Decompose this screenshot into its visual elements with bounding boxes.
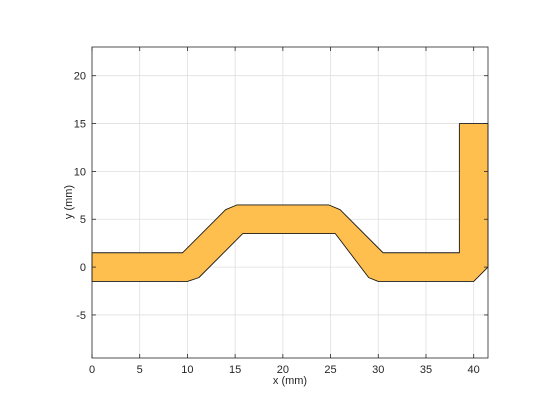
x-tick-label: 25 (324, 364, 336, 376)
y-tick-label: 15 (74, 119, 86, 131)
axes-box (91, 46, 489, 359)
x-tick-label: 20 (277, 364, 289, 376)
x-axis-label: x (mm) (273, 375, 307, 387)
x-tick-label: 10 (181, 364, 193, 376)
x-tick-label: 0 (89, 364, 95, 376)
y-tick-label: 0 (80, 262, 86, 274)
x-tick-label: 5 (137, 364, 143, 376)
y-tick-label: -5 (76, 310, 86, 322)
plot-area (92, 47, 488, 358)
y-tick-label: 10 (74, 166, 86, 178)
y-tick-label: 5 (80, 214, 86, 226)
axis-ticks: 0 5 10 15 20 25 30 35 40 -5 0 5 10 15 20 (74, 47, 488, 376)
x-tick-label: 40 (468, 364, 480, 376)
x-tick-label: 15 (229, 364, 241, 376)
x-tick-label: 30 (372, 364, 384, 376)
y-axis-label: y (mm) (63, 185, 75, 219)
x-tick-label: 35 (420, 364, 432, 376)
y-tick-label: 20 (74, 71, 86, 83)
